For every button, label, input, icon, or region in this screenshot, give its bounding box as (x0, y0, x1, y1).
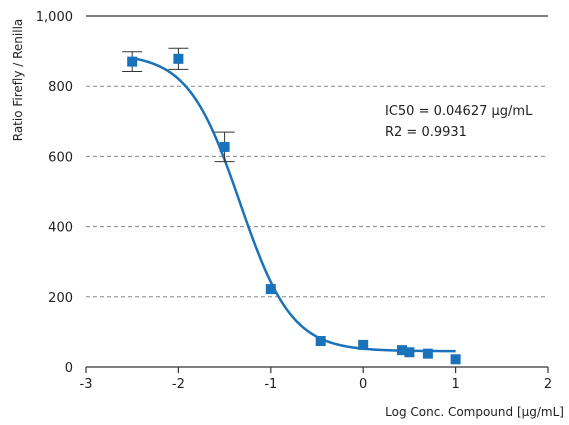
x-tick-label: 1 (451, 377, 459, 392)
y-tick-label: 0 (65, 361, 73, 376)
data-points (127, 53, 461, 365)
data-point (450, 354, 461, 365)
data-point (127, 56, 138, 67)
x-tick-label: 0 (359, 377, 367, 392)
fit-curve (131, 56, 456, 353)
x-tick-label: -1 (264, 377, 277, 392)
data-point (358, 339, 369, 350)
y-tick-label: 200 (48, 291, 73, 306)
data-point (265, 284, 276, 295)
x-tick-label: -3 (80, 377, 93, 392)
data-point (404, 347, 415, 358)
data-point (173, 53, 184, 64)
grid-lines (86, 15, 548, 298)
x-tick-label: 2 (544, 377, 552, 392)
axes (85, 366, 549, 373)
x-tick-labels: -3 -2 -1 0 1 2 (80, 377, 553, 392)
r2-annotation: R2 = 0.9931 (385, 125, 467, 140)
y-tick-label: 1,000 (36, 10, 73, 25)
y-tick-labels: 0 200 400 600 800 1,000 (36, 10, 73, 376)
data-point (397, 345, 408, 356)
ic50-annotation: IC50 = 0.04627 µg/mL (385, 104, 533, 119)
y-axis-label: Ratio Firefly / Renilla (11, 19, 25, 142)
y-tick-label: 800 (48, 80, 73, 95)
data-point (219, 141, 230, 152)
x-tick-label: -2 (172, 377, 185, 392)
data-point (315, 336, 326, 347)
x-axis-label: Log Conc. Compound [µg/mL] (385, 405, 564, 419)
data-point (422, 348, 433, 359)
y-tick-label: 400 (48, 221, 73, 236)
y-tick-label: 600 (48, 150, 73, 165)
